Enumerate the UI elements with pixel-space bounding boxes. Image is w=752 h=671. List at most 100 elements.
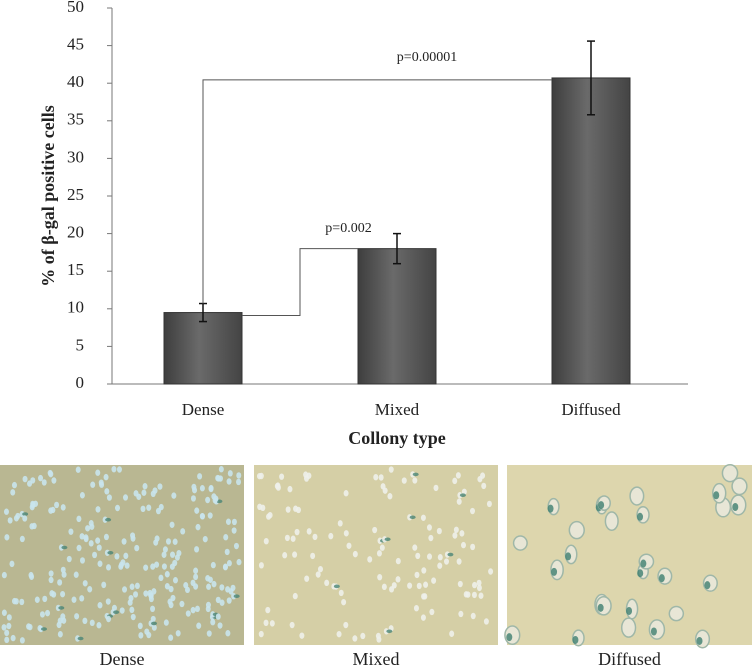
cell [116,466,122,473]
cell [39,611,45,618]
cell [163,619,169,626]
cell [219,584,225,591]
cell [161,551,167,558]
cell [7,517,13,524]
stain [696,636,703,645]
cell [175,630,181,637]
cell [372,526,378,534]
cell [205,605,211,613]
cell [48,576,54,584]
cell [282,552,288,559]
stain [233,594,240,598]
cell [96,622,102,629]
cell [292,551,298,558]
cell [230,584,236,592]
cell [92,551,98,559]
cell [134,544,140,552]
cell [6,622,12,630]
y-tick-label: 25 [67,185,84,204]
cell [413,604,419,612]
cell [343,621,349,629]
cell [226,597,232,604]
cell [141,489,147,496]
x-axis-title: Collony type [348,428,446,448]
bar [357,248,437,385]
cell [236,472,242,479]
cell [568,520,585,540]
cell [74,613,80,620]
cell [168,585,174,593]
y-tick-label: 20 [67,223,84,242]
cell [260,504,266,512]
x-tick-label: Dense [182,400,224,419]
stain [412,472,419,477]
cell [338,589,344,597]
cell [157,483,163,490]
cell [414,571,420,579]
y-tick-label: 40 [67,72,84,91]
cell [224,548,230,556]
cell [193,567,199,574]
cell [328,532,334,540]
cell [292,592,298,600]
cell [73,571,79,578]
micrograph-caption: Mixed [353,649,400,669]
stain [506,633,513,642]
cell [172,538,178,545]
cell [1,571,7,579]
cell [19,637,25,644]
cell [148,595,154,603]
y-tick-label: 35 [67,110,84,129]
cell [101,581,107,589]
cell [395,557,401,565]
cell [48,507,54,514]
cell [171,492,177,499]
cell [444,558,450,565]
stain [640,559,647,568]
cell [310,552,316,560]
cell [4,636,10,644]
cell [71,596,77,603]
cell [143,590,149,597]
cell [54,501,60,509]
cell [136,493,142,500]
cell [13,515,19,522]
cell [61,617,67,624]
cell [105,598,111,605]
cell [275,482,281,489]
cell [289,621,295,629]
cell [263,537,269,545]
stain [565,552,572,561]
stain [626,606,633,615]
cell [387,493,393,500]
cell [124,562,130,569]
cell [57,631,63,638]
cell [49,590,55,597]
cell [452,532,458,539]
cell [199,485,205,492]
cell [146,504,152,511]
cell [170,551,176,558]
cell [1,624,7,631]
cell [3,508,9,515]
stain [113,610,120,614]
significance-bracket [242,248,358,317]
cell [66,555,72,563]
stain [58,606,65,610]
cell [395,576,401,583]
stain [597,603,604,612]
cell [483,618,489,625]
bar [163,312,243,385]
cell [174,554,180,561]
cell [1,609,7,616]
cell [111,465,117,473]
cell [215,596,221,604]
cell [161,563,167,570]
cell [168,634,174,641]
cell [60,590,66,598]
cell [130,535,136,542]
cell [231,518,237,526]
stain [409,515,416,520]
cell [79,492,85,499]
cell [470,612,476,620]
